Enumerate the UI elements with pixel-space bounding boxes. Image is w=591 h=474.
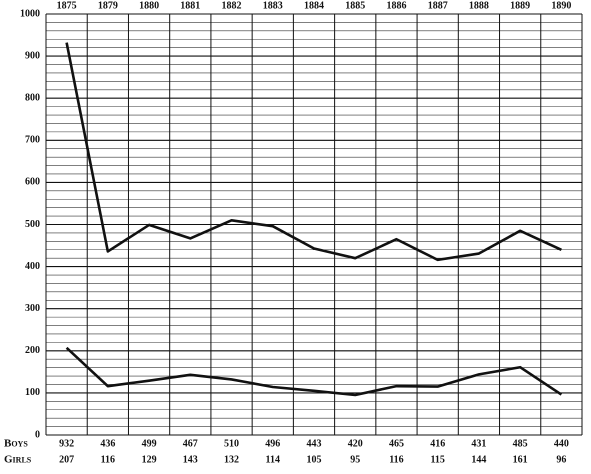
value-label: 161 bbox=[513, 454, 528, 465]
x-tick-label: 1889 bbox=[510, 0, 530, 11]
y-tick-label: 800 bbox=[25, 92, 40, 103]
value-label: 467 bbox=[183, 438, 198, 449]
value-label: 465 bbox=[389, 438, 404, 449]
x-tick-label: 1875 bbox=[57, 0, 77, 11]
value-label: 499 bbox=[142, 438, 157, 449]
x-tick-label: 1884 bbox=[304, 0, 324, 11]
value-label: 436 bbox=[100, 438, 115, 449]
x-tick-label: 1888 bbox=[469, 0, 489, 11]
series-line bbox=[65, 346, 563, 397]
y-tick-label: 1000 bbox=[20, 8, 40, 19]
y-tick-label: 200 bbox=[25, 345, 40, 356]
value-label: 129 bbox=[142, 454, 157, 465]
value-label: 416 bbox=[430, 438, 445, 449]
x-tick-label: 1879 bbox=[98, 0, 118, 11]
value-label: 144 bbox=[471, 454, 486, 465]
value-label: 105 bbox=[307, 454, 322, 465]
value-label: 207 bbox=[59, 454, 74, 465]
x-tick-label: 1885 bbox=[345, 0, 365, 11]
x-tick-label: 1887 bbox=[428, 0, 448, 11]
y-tick-label: 900 bbox=[25, 50, 40, 61]
x-tick-label: 1886 bbox=[386, 0, 406, 11]
value-label: 116 bbox=[389, 454, 403, 465]
value-label: 431 bbox=[471, 438, 486, 449]
value-label: 440 bbox=[554, 438, 569, 449]
row-label: Boys bbox=[4, 438, 28, 450]
row-label: Girls bbox=[4, 454, 32, 466]
value-label: 496 bbox=[265, 438, 280, 449]
x-tick-label: 1880 bbox=[139, 0, 159, 11]
value-label: 932 bbox=[59, 438, 74, 449]
value-label: 443 bbox=[307, 438, 322, 449]
series-line bbox=[65, 42, 562, 262]
y-tick-label: 300 bbox=[25, 303, 40, 314]
y-tick-label: 500 bbox=[25, 219, 40, 230]
value-label: 116 bbox=[101, 454, 115, 465]
y-tick-label: 0 bbox=[35, 429, 40, 440]
y-tick-label: 700 bbox=[25, 135, 40, 146]
value-label: 95 bbox=[350, 454, 360, 465]
value-label: 420 bbox=[348, 438, 363, 449]
y-tick-label: 400 bbox=[25, 261, 40, 272]
value-label: 115 bbox=[430, 454, 444, 465]
y-tick-label: 100 bbox=[25, 387, 40, 398]
value-label: 114 bbox=[266, 454, 280, 465]
value-label: 96 bbox=[556, 454, 566, 465]
value-label: 132 bbox=[224, 454, 239, 465]
x-tick-label: 1881 bbox=[180, 0, 200, 11]
x-tick-label: 1882 bbox=[222, 0, 242, 11]
y-tick-label: 600 bbox=[25, 177, 40, 188]
value-label: 485 bbox=[513, 438, 528, 449]
x-tick-label: 1890 bbox=[551, 0, 571, 11]
value-label: 510 bbox=[224, 438, 239, 449]
x-tick-label: 1883 bbox=[263, 0, 283, 11]
value-label: 143 bbox=[183, 454, 198, 465]
